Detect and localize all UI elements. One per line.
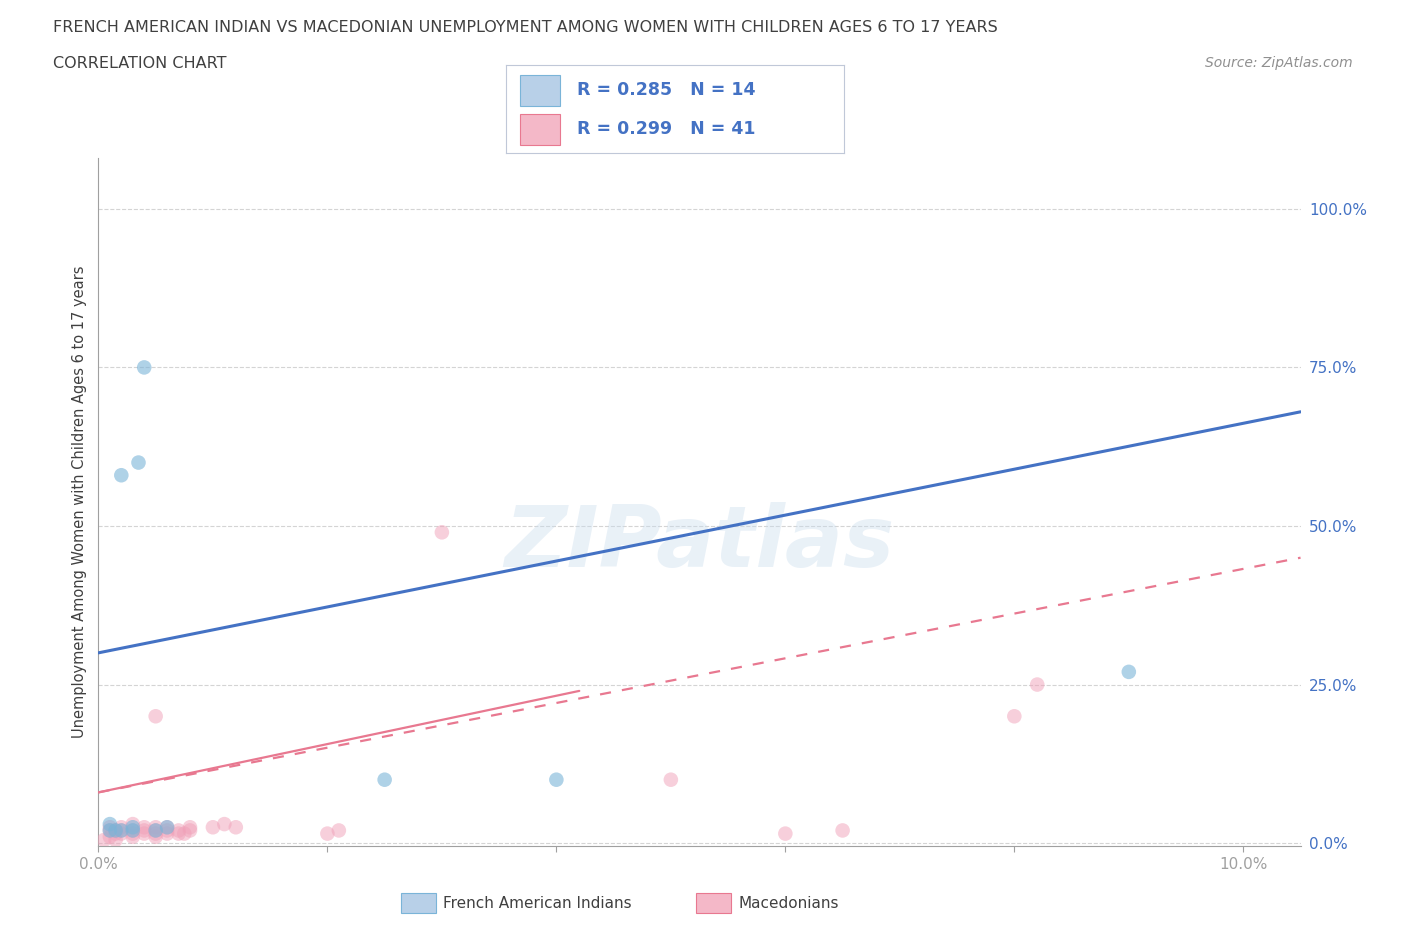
Point: [316, 826, 339, 841]
Point: [121, 830, 143, 844]
Point: [145, 820, 167, 835]
Point: [98, 823, 121, 838]
Point: [93, 832, 115, 847]
Point: [156, 820, 179, 835]
Point: [98, 830, 121, 844]
Text: French American Indians: French American Indians: [443, 897, 631, 911]
Point: [214, 817, 236, 831]
Point: [104, 823, 127, 838]
Point: [145, 823, 167, 838]
Bar: [520, 113, 560, 145]
Point: [104, 832, 127, 847]
Point: [831, 823, 853, 838]
Point: [167, 826, 190, 841]
Text: ZIPatlas: ZIPatlas: [505, 502, 894, 585]
Point: [121, 817, 143, 831]
Bar: [520, 74, 560, 106]
Point: [167, 823, 190, 838]
Point: [98, 823, 121, 838]
Point: [430, 525, 453, 539]
Point: [1118, 664, 1140, 679]
Point: [110, 823, 132, 838]
Point: [659, 772, 682, 787]
Point: [104, 826, 127, 841]
Point: [145, 823, 167, 838]
Point: [145, 830, 167, 844]
Text: FRENCH AMERICAN INDIAN VS MACEDONIAN UNEMPLOYMENT AMONG WOMEN WITH CHILDREN AGES: FRENCH AMERICAN INDIAN VS MACEDONIAN UNE…: [53, 20, 998, 35]
Point: [775, 826, 797, 841]
Point: [134, 823, 156, 838]
Point: [179, 823, 201, 838]
Point: [156, 820, 179, 835]
Point: [156, 826, 179, 841]
Point: [134, 360, 156, 375]
Point: [1002, 709, 1025, 724]
Point: [110, 468, 132, 483]
Point: [121, 826, 143, 841]
Point: [98, 817, 121, 831]
Point: [145, 709, 167, 724]
Text: R = 0.299   N = 41: R = 0.299 N = 41: [576, 120, 755, 139]
Point: [546, 772, 568, 787]
Point: [134, 826, 156, 841]
Point: [1026, 677, 1049, 692]
Point: [134, 820, 156, 835]
Point: [98, 820, 121, 835]
Text: CORRELATION CHART: CORRELATION CHART: [53, 56, 226, 71]
Point: [374, 772, 396, 787]
Point: [173, 826, 195, 841]
Text: R = 0.285   N = 14: R = 0.285 N = 14: [576, 81, 755, 100]
Point: [328, 823, 350, 838]
Point: [110, 826, 132, 841]
Text: Source: ZipAtlas.com: Source: ZipAtlas.com: [1205, 56, 1353, 70]
Point: [145, 826, 167, 841]
Point: [121, 823, 143, 838]
Point: [110, 823, 132, 838]
Point: [110, 820, 132, 835]
Point: [104, 823, 127, 838]
Point: [179, 820, 201, 835]
Y-axis label: Unemployment Among Women with Children Ages 6 to 17 years: Unemployment Among Women with Children A…: [72, 266, 87, 738]
Point: [128, 455, 150, 470]
Point: [121, 820, 143, 835]
Text: Macedonians: Macedonians: [738, 897, 838, 911]
Point: [156, 823, 179, 838]
Point: [201, 820, 224, 835]
Point: [225, 820, 247, 835]
Point: [121, 823, 143, 838]
